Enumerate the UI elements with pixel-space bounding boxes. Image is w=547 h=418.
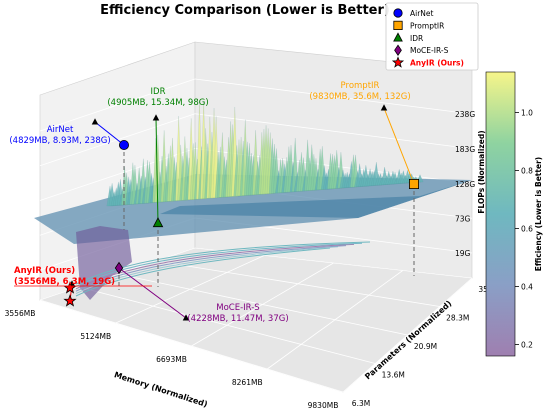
- colorbar: 0.2 0.4 0.6 0.8 1.0 Efficiency (Lower is Bet…: [485, 71, 543, 357]
- floor-contour: [75, 246, 339, 295]
- colorbar-ticks: 0.2 0.4 0.6 0.8 1.0: [515, 109, 533, 349]
- y-tick-label: 20.9M: [414, 342, 437, 351]
- x-axis-label: Memory (Normalized): [113, 370, 209, 409]
- annotation-values: (4905MB, 15.34M, 98G): [107, 98, 208, 108]
- annotation-name: MoCE-IR-S: [216, 303, 259, 313]
- data-point: [63, 294, 77, 307]
- grid-line: [194, 113, 473, 150]
- colorbar-tick-label: 0.4: [521, 282, 533, 291]
- chart-title: Efficiency Comparison (Lower is Better): [100, 3, 390, 18]
- legend-marker: [391, 56, 405, 68]
- data-point: [119, 139, 130, 150]
- legend-label: MoCE-IR-S: [410, 46, 449, 55]
- data-point: [114, 261, 124, 275]
- label-anchor-marker: [380, 104, 388, 111]
- grid-line: [39, 148, 196, 201]
- legend-items: AirNet PromptIR IDR MoCE-IR-S AnyIR (Ours): [391, 8, 464, 68]
- floor-contour: [75, 243, 355, 290]
- annotation-values: (3556MB, 6.3M, 19G): [14, 277, 115, 287]
- legend-box: [385, 2, 479, 71]
- z-tick-label: 73G: [455, 215, 471, 224]
- model-annotations: AirNet(4829MB, 8.93M, 238G) PromptIR(9830…: [9, 81, 410, 324]
- colorbar-label: Efficiency (Lower is Better): [534, 157, 543, 271]
- legend-label: AirNet: [410, 9, 434, 18]
- z-axis-ticks: 19G 73G 128G 183G 238G: [455, 110, 475, 258]
- leader-line: [155, 117, 159, 224]
- z-tick-label: 128G: [455, 180, 475, 189]
- legend-label: IDR: [410, 34, 423, 43]
- annotation-values: (4228MB, 11.47M, 37G): [187, 314, 288, 324]
- colorbar-tick-label: 0.8: [521, 167, 533, 176]
- annotation-name: AirNet: [47, 125, 74, 135]
- floor-contour: [75, 247, 331, 297]
- legend-marker: [393, 20, 403, 31]
- x-tick-label: 3556MB: [5, 309, 36, 318]
- surface: [34, 101, 472, 300]
- z-tick-label: 183G: [455, 145, 475, 154]
- x-tick-label: 8261MB: [232, 378, 263, 387]
- x-axis-ticks: 3556MB 5124MB 6693MB 8261MB 9830MB: [5, 309, 339, 410]
- floor-contours: [75, 241, 371, 297]
- y-tick-label: 13.6M: [382, 371, 405, 380]
- x-tick-label: 5124MB: [80, 332, 111, 341]
- x-tick-label: 6693MB: [156, 355, 187, 364]
- grid-line: [194, 247, 473, 279]
- grid-line: [194, 78, 473, 115]
- label-anchor-marker: [182, 314, 190, 321]
- grid-line: [156, 260, 440, 307]
- model-markers: [63, 104, 419, 321]
- legend-label: PromptIR: [410, 21, 444, 30]
- legend-marker: [393, 32, 403, 42]
- legend: AirNet PromptIR IDR MoCE-IR-S AnyIR (Ours): [385, 2, 479, 71]
- label-anchor-marker: [91, 118, 99, 125]
- colorbar-tick-label: 1.0: [521, 109, 533, 118]
- annotation-name: AnyIR (Ours): [14, 266, 75, 276]
- z-tick-label: 19G: [455, 249, 471, 258]
- floor-contour: [75, 241, 371, 285]
- grid-line: [39, 78, 196, 132]
- grid-line: [267, 270, 403, 370]
- purple-drop: [76, 226, 132, 300]
- leader-line: [118, 267, 187, 319]
- legend-marker: [393, 8, 403, 18]
- plane-front-strip: [160, 180, 472, 218]
- legend-label: AnyIR (Ours): [410, 59, 464, 68]
- surface-spikes: [106, 101, 424, 207]
- z-tick-label: 238G: [455, 110, 475, 119]
- label-anchor-marker: [152, 114, 160, 121]
- y-tick-label: 6.3M: [352, 399, 370, 408]
- colorbar-tick-label: 0.2: [521, 340, 533, 349]
- y-tick-label: 28.3M: [446, 314, 469, 323]
- data-point: [152, 217, 164, 228]
- floor-contour: [75, 245, 347, 292]
- z-axis-label: FLOPs (Normalized): [477, 130, 486, 213]
- colorbar-tick-label: 0.6: [521, 224, 533, 233]
- data-point: [408, 178, 419, 189]
- annotation-name: PromptIR: [341, 81, 380, 91]
- annotation-values: (4829MB, 8.93M, 238G): [9, 136, 110, 146]
- floor-contour: [75, 242, 363, 287]
- grid-line: [117, 273, 408, 336]
- annotation-name: IDR: [151, 87, 166, 97]
- leader-line: [94, 121, 125, 146]
- leader-line: [383, 107, 415, 185]
- grid-line: [342, 277, 473, 393]
- annotation-values: (9830MB, 35.6M, 132G): [309, 92, 410, 102]
- colorbar-gradient: [485, 71, 516, 357]
- legend-marker: [394, 44, 402, 56]
- x-tick-label: 9830MB: [308, 401, 339, 410]
